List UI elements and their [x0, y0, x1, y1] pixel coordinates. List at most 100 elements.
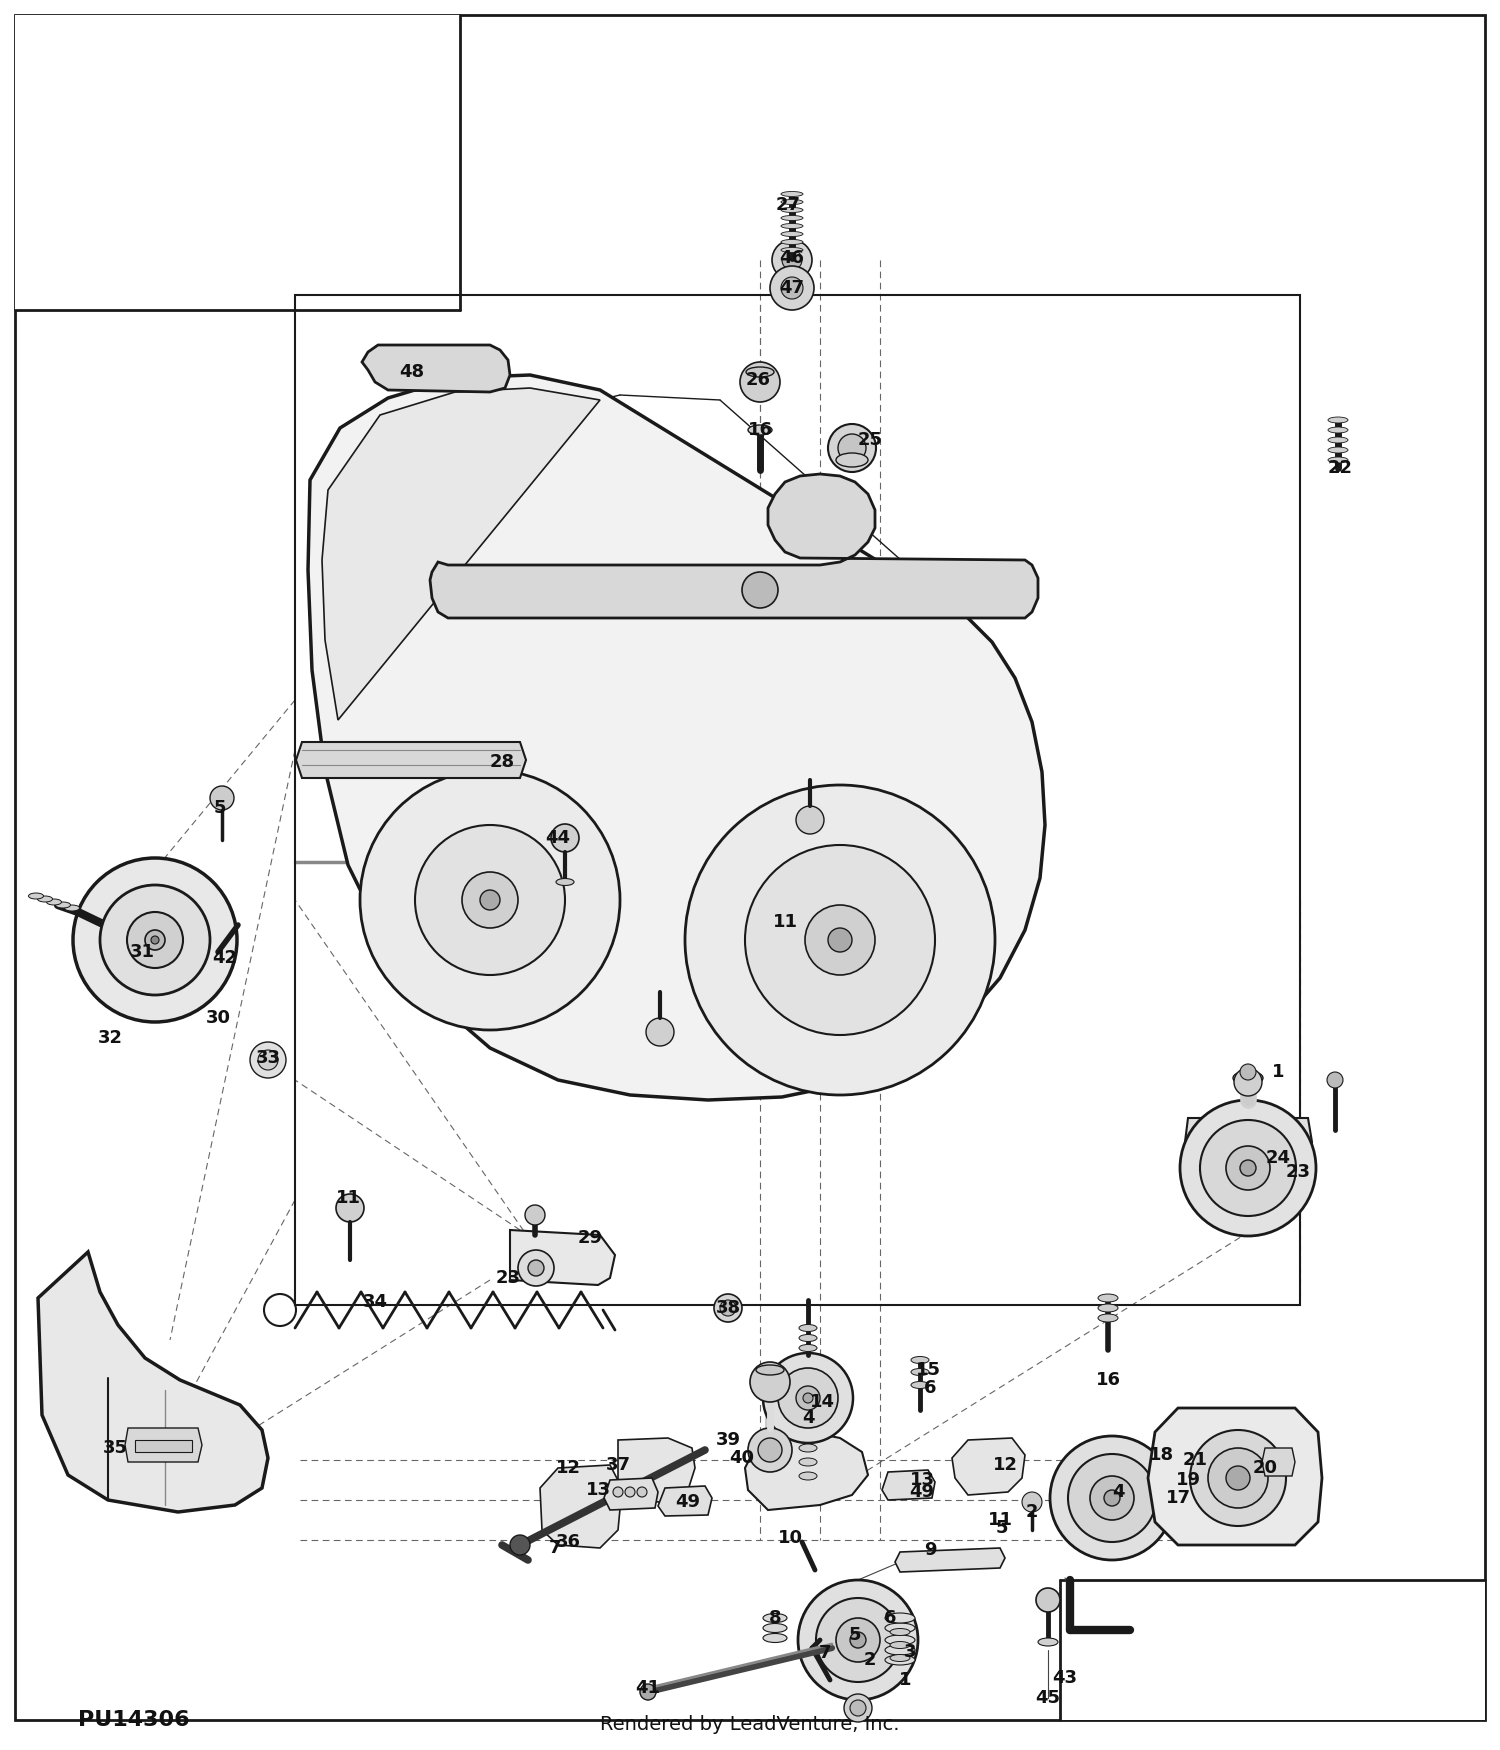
Text: 34: 34: [363, 1293, 387, 1311]
Ellipse shape: [782, 200, 802, 205]
Ellipse shape: [1328, 416, 1348, 424]
Text: 35: 35: [102, 1438, 128, 1458]
Text: 39: 39: [716, 1432, 741, 1449]
Circle shape: [1226, 1146, 1270, 1190]
Text: 12: 12: [993, 1456, 1017, 1474]
Text: 15: 15: [915, 1362, 940, 1379]
Ellipse shape: [800, 1444, 818, 1452]
Circle shape: [640, 1684, 656, 1699]
Text: 5: 5: [214, 800, 226, 817]
Ellipse shape: [910, 1356, 928, 1363]
Text: 7: 7: [549, 1538, 561, 1558]
Text: 11: 11: [336, 1188, 360, 1207]
Ellipse shape: [748, 425, 772, 436]
Circle shape: [816, 1598, 900, 1682]
Text: 8: 8: [768, 1608, 782, 1628]
Polygon shape: [362, 345, 510, 392]
Circle shape: [796, 807, 824, 835]
Polygon shape: [1148, 1409, 1322, 1545]
Text: 38: 38: [716, 1298, 741, 1318]
Ellipse shape: [800, 1472, 818, 1480]
Circle shape: [714, 1293, 742, 1321]
Text: 1: 1: [1272, 1062, 1284, 1082]
Polygon shape: [1060, 1580, 1485, 1720]
Text: 11: 11: [987, 1510, 1012, 1530]
Text: 14: 14: [810, 1393, 834, 1410]
Text: 40: 40: [729, 1449, 754, 1466]
Text: 42: 42: [213, 949, 237, 968]
Text: 2: 2: [1026, 1503, 1038, 1521]
Circle shape: [510, 1535, 530, 1556]
Text: 3: 3: [903, 1643, 916, 1661]
Ellipse shape: [1098, 1304, 1118, 1312]
Text: 23: 23: [1286, 1164, 1311, 1181]
Text: 13: 13: [909, 1472, 934, 1489]
Ellipse shape: [764, 1624, 788, 1633]
Text: Rendered by LeadVenture, Inc.: Rendered by LeadVenture, Inc.: [600, 1715, 900, 1734]
Circle shape: [850, 1699, 865, 1717]
Ellipse shape: [890, 1629, 910, 1636]
Text: 26: 26: [746, 371, 771, 388]
Circle shape: [416, 824, 566, 975]
Text: 31: 31: [129, 943, 154, 961]
Circle shape: [152, 936, 159, 943]
Ellipse shape: [64, 905, 80, 912]
Circle shape: [1104, 1489, 1120, 1507]
Circle shape: [1036, 1587, 1060, 1612]
Circle shape: [128, 912, 183, 968]
Ellipse shape: [800, 1335, 818, 1342]
Polygon shape: [308, 374, 1046, 1101]
Ellipse shape: [764, 1633, 788, 1643]
Text: 7: 7: [819, 1643, 831, 1662]
Text: 28: 28: [489, 752, 514, 772]
Polygon shape: [618, 1438, 695, 1502]
Polygon shape: [135, 1440, 192, 1452]
Circle shape: [836, 1619, 880, 1662]
Circle shape: [525, 1206, 544, 1225]
Circle shape: [686, 786, 994, 1096]
Polygon shape: [540, 1465, 622, 1549]
Ellipse shape: [38, 896, 52, 901]
Text: 41: 41: [636, 1678, 660, 1698]
Text: 6: 6: [884, 1608, 896, 1628]
Ellipse shape: [1098, 1293, 1118, 1302]
Circle shape: [828, 928, 852, 952]
Text: 49: 49: [909, 1482, 934, 1502]
Text: 49: 49: [675, 1493, 700, 1510]
Ellipse shape: [56, 901, 70, 908]
Circle shape: [480, 891, 500, 910]
Circle shape: [100, 886, 210, 996]
Circle shape: [746, 845, 934, 1034]
Circle shape: [528, 1260, 544, 1276]
Text: 9: 9: [924, 1542, 936, 1559]
Circle shape: [850, 1633, 865, 1648]
Polygon shape: [604, 1479, 658, 1510]
Ellipse shape: [800, 1344, 818, 1351]
Text: 36: 36: [555, 1533, 580, 1550]
Ellipse shape: [782, 224, 802, 229]
Circle shape: [1180, 1101, 1316, 1236]
Ellipse shape: [1328, 438, 1348, 443]
Circle shape: [778, 1368, 838, 1428]
Circle shape: [748, 1428, 792, 1472]
Ellipse shape: [782, 231, 802, 236]
Circle shape: [614, 1488, 622, 1496]
Ellipse shape: [764, 1614, 788, 1622]
Ellipse shape: [1328, 446, 1348, 453]
Ellipse shape: [782, 208, 802, 212]
Text: 20: 20: [1252, 1460, 1278, 1477]
Text: 4: 4: [801, 1409, 814, 1426]
Circle shape: [720, 1300, 736, 1316]
Polygon shape: [510, 1230, 615, 1284]
Polygon shape: [658, 1486, 712, 1516]
Ellipse shape: [885, 1614, 915, 1622]
Circle shape: [742, 572, 778, 607]
Ellipse shape: [1098, 1314, 1118, 1321]
Polygon shape: [952, 1438, 1024, 1494]
Text: 23: 23: [495, 1269, 520, 1286]
Polygon shape: [430, 474, 1038, 618]
Circle shape: [1208, 1447, 1268, 1508]
Polygon shape: [746, 1432, 868, 1510]
Ellipse shape: [782, 191, 802, 196]
Text: 30: 30: [206, 1010, 231, 1027]
